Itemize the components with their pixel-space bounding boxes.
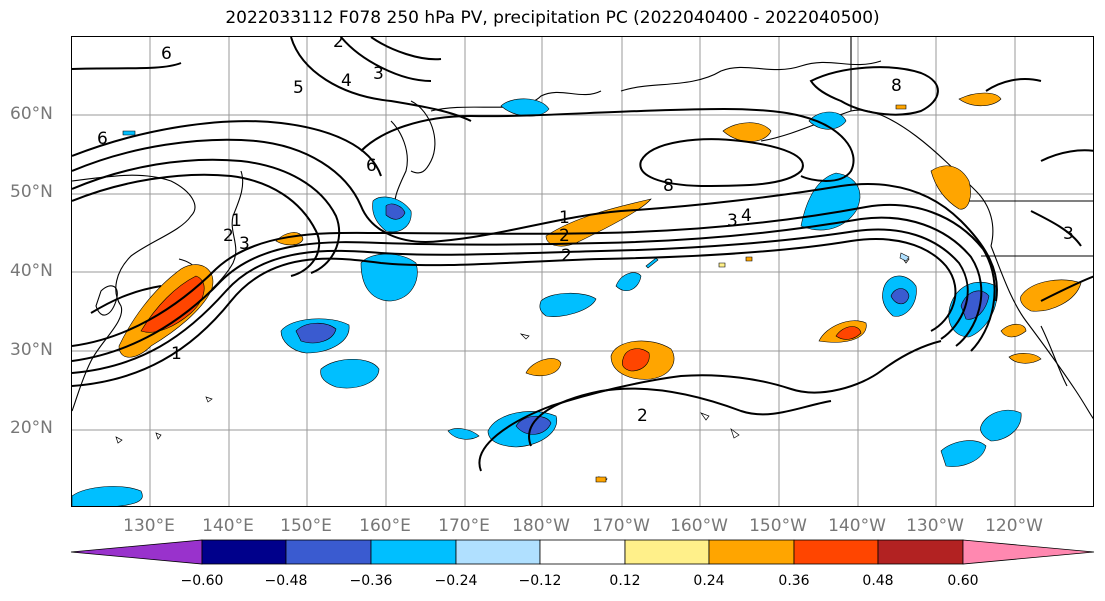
lon-label-120w: 120°W: [985, 516, 1043, 536]
colorbar-swatch: [455, 539, 541, 565]
contour-label: 3: [239, 234, 250, 254]
lat-label-50n: 50°N: [10, 182, 53, 202]
contour-label: 8: [891, 76, 902, 96]
contour-label: 4: [741, 206, 752, 226]
colorbar-tick: 0.12: [609, 573, 641, 589]
contour-label: 3: [727, 211, 738, 231]
lat-label-40n: 40°N: [10, 261, 53, 281]
colorbar-tick: −0.60: [180, 573, 224, 589]
contour-label: 4: [341, 71, 352, 91]
precip-shading: [72, 92, 1082, 506]
contour-label: 3: [1063, 224, 1074, 244]
map-title: 2022033112 F078 250 hPa PV, precipitatio…: [225, 8, 880, 28]
contour-label: 2: [223, 226, 234, 246]
graticule: [72, 37, 1093, 506]
colorbar-tick: 0.36: [778, 573, 810, 589]
contour-label: 2: [637, 406, 648, 426]
islands: [115, 255, 910, 483]
colorbar-swatch: [539, 539, 626, 565]
colorbar-swatch: [793, 539, 879, 565]
contour-labels: 6 5 4 3 2 6 6 1 2 3 8 1 2 2 3 4 8 3 1 2: [97, 37, 1074, 426]
contour-label: 6: [161, 44, 172, 64]
colorbar-swatch: [285, 539, 372, 565]
colorbar-swatch: [624, 539, 710, 565]
colorbar: [70, 539, 1095, 565]
lon-label-130e: 130°E: [123, 516, 175, 536]
lat-label-20n: 20°N: [10, 418, 53, 438]
lon-label-150e: 150°E: [280, 516, 332, 536]
colorbar-extend-low: [70, 539, 203, 565]
colorbar-swatch: [877, 539, 964, 565]
lon-label-130w: 130°W: [906, 516, 964, 536]
lon-label-170w: 170°W: [592, 516, 650, 536]
colorbar-swatch: [708, 539, 795, 565]
lat-label-60n: 60°N: [10, 104, 53, 124]
contour-label: 3: [373, 64, 384, 84]
contour-label: 2: [333, 37, 344, 52]
pv-contours: [72, 37, 1093, 472]
contour-label: 2: [559, 226, 570, 246]
contour-label: 6: [366, 156, 377, 176]
colorbar-tick: 0.60: [947, 573, 979, 589]
map-canvas: 6 5 4 3 2 6 6 1 2 3 8 1 2 2 3 4 8 3 1 2: [72, 37, 1093, 506]
lon-label-160e: 160°E: [359, 516, 411, 536]
map-panel[interactable]: 6 5 4 3 2 6 6 1 2 3 8 1 2 2 3 4 8 3 1 2: [71, 36, 1094, 507]
colorbar-tick: −0.24: [434, 573, 478, 589]
lon-label-150w: 150°W: [749, 516, 807, 536]
colorbar-tick: −0.12: [518, 573, 562, 589]
lon-label-140e: 140°E: [202, 516, 254, 536]
colorbar-swatch: [370, 539, 457, 565]
lon-label-160w: 160°W: [670, 516, 728, 536]
contour-label: 5: [293, 78, 304, 98]
contour-label: 1: [231, 211, 242, 231]
contour-label: 6: [97, 129, 108, 149]
contour-label: 2: [561, 246, 572, 266]
lon-label-170e: 170°E: [438, 516, 490, 536]
lat-label-30n: 30°N: [10, 340, 53, 360]
colorbar-tick: −0.36: [349, 573, 393, 589]
colorbar-extend-high: [962, 539, 1095, 565]
contour-label: 1: [171, 344, 182, 364]
colorbar-tick: −0.48: [264, 573, 308, 589]
contour-label: 8: [663, 176, 674, 196]
contour-label: 1: [559, 208, 570, 228]
colorbar-tick: 0.24: [693, 573, 725, 589]
lon-label-180w: 180°W: [512, 516, 570, 536]
colorbar-swatch: [201, 539, 287, 565]
colorbar-tick: 0.48: [862, 573, 894, 589]
lon-label-140w: 140°W: [828, 516, 886, 536]
